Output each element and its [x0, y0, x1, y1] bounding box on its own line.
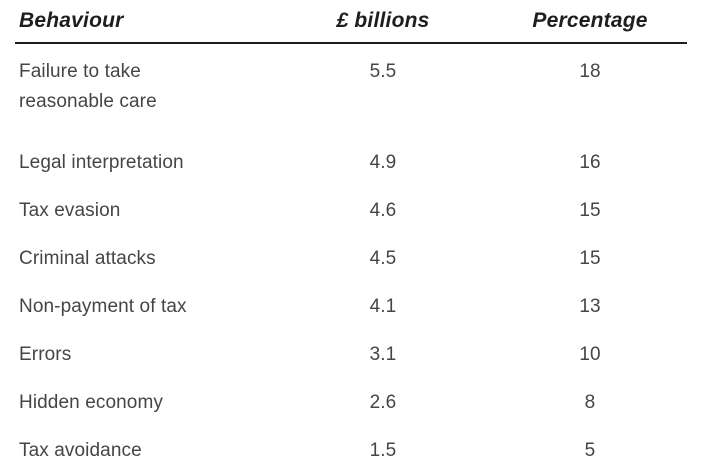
- table-row: Criminal attacks 4.5 15: [15, 235, 687, 283]
- behaviour-cell: Criminal attacks: [15, 235, 273, 283]
- percentage-cell: 16: [579, 152, 601, 173]
- table-row: Tax evasion 4.6 15: [15, 187, 687, 235]
- behaviour-table: Behaviour £ billions Percentage Failure …: [15, 0, 687, 466]
- behaviour-label: Criminal attacks: [19, 248, 156, 269]
- behaviour-label: Non-payment of tax: [19, 296, 187, 317]
- behaviour-cell: Legal interpretation: [15, 139, 273, 187]
- billions-cell: 3.1: [369, 344, 397, 365]
- billions-cell: 4.1: [369, 296, 397, 317]
- table-row: Errors 3.1 10: [15, 331, 687, 379]
- table-body: Failure to take reasonable care 5.5 18 L…: [15, 43, 687, 466]
- billions-cell: 4.6: [369, 200, 397, 221]
- billions-cell: 2.6: [369, 392, 397, 413]
- behaviour-label: Hidden economy: [19, 392, 163, 413]
- column-header-behaviour: Behaviour: [15, 0, 273, 44]
- behaviour-cell: Non-payment of tax: [15, 283, 273, 331]
- behaviour-label: Tax evasion: [19, 200, 121, 221]
- table-row: Hidden economy 2.6 8: [15, 379, 687, 427]
- behaviour-cell: Failure to take reasonable care: [15, 43, 273, 139]
- billions-cell: 4.9: [369, 152, 397, 173]
- percentage-cell: 18: [579, 61, 601, 82]
- behaviour-cell: Tax avoidance: [15, 427, 273, 466]
- behaviour-cell: Errors: [15, 331, 273, 379]
- percentage-cell: 8: [584, 392, 596, 413]
- column-header-percentage: Percentage: [493, 0, 687, 44]
- percentage-cell: 15: [579, 200, 601, 221]
- billions-cell: 1.5: [369, 440, 397, 461]
- table-header: Behaviour £ billions Percentage: [15, 0, 687, 44]
- table-row: Non-payment of tax 4.1 13: [15, 283, 687, 331]
- percentage-cell: 15: [579, 248, 601, 269]
- percentage-cell: 13: [579, 296, 601, 317]
- behaviour-label: Tax avoidance: [19, 440, 142, 461]
- table-row: Failure to take reasonable care 5.5 18: [15, 43, 687, 139]
- behaviour-cell: Hidden economy: [15, 379, 273, 427]
- billions-cell: 5.5: [369, 61, 397, 82]
- billions-cell: 4.5: [369, 248, 397, 269]
- percentage-cell: 10: [579, 344, 601, 365]
- table-row: Tax avoidance 1.5 5: [15, 427, 687, 466]
- percentage-cell: 5: [584, 440, 596, 461]
- table-header-row: Behaviour £ billions Percentage: [15, 0, 687, 44]
- column-header-billions: £ billions: [273, 0, 493, 44]
- table-row: Legal interpretation 4.9 16: [15, 139, 687, 187]
- behaviour-label: Legal interpretation: [19, 152, 184, 173]
- behaviour-label: Errors: [19, 344, 72, 365]
- behaviour-cell: Tax evasion: [15, 187, 273, 235]
- behaviour-label: Failure to take reasonable care: [19, 61, 157, 112]
